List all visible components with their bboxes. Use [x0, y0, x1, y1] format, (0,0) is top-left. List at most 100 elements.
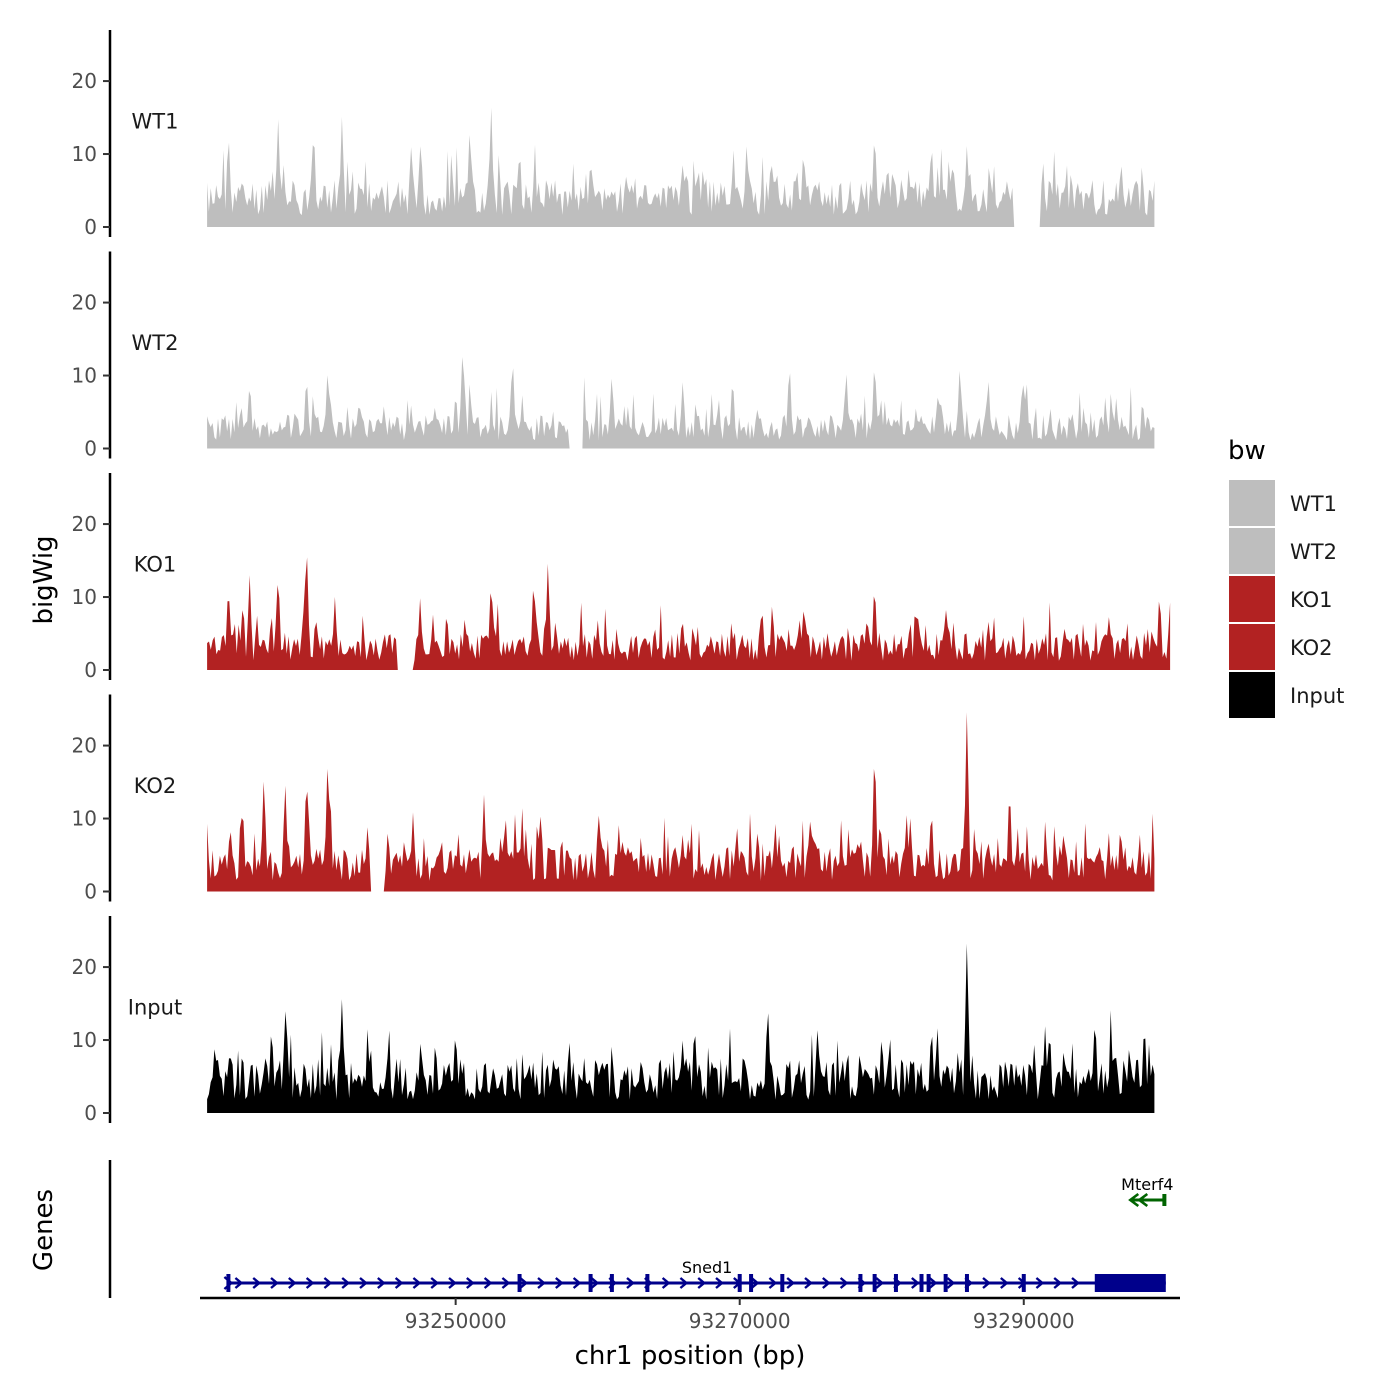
- strand-chevron: [590, 1277, 600, 1289]
- legend-swatch: [1229, 576, 1275, 622]
- gene-label: Sned1: [682, 1258, 732, 1277]
- coverage-area-wt1: [207, 107, 1155, 227]
- coverage-tracks: 0 10 20 WT1 0 10 20 WT2 0 10 20 KO1 0 10 20 KO2 0 10 20 Inp…: [72, 30, 1171, 1125]
- exon: [737, 1274, 742, 1292]
- y-tick-label: 10: [72, 142, 97, 166]
- coverage-area-wt2: [207, 357, 1155, 449]
- gene-label: Mterf4: [1121, 1175, 1173, 1194]
- y-tick-label: 20: [72, 291, 97, 315]
- strand-chevron: [626, 1277, 635, 1289]
- legend-label: WT2: [1290, 540, 1337, 564]
- strand-chevron: [555, 1277, 564, 1289]
- strand-chevron: [501, 1277, 511, 1289]
- strand-chevron: [982, 1277, 991, 1289]
- legend-label: Input: [1290, 684, 1344, 708]
- legend-label: WT1: [1290, 492, 1337, 516]
- strand-chevron: [928, 1277, 938, 1289]
- exon: [872, 1274, 877, 1292]
- strand-chevron: [1071, 1277, 1080, 1289]
- y-tick-label: 0: [84, 880, 97, 904]
- strand-chevron: [839, 1277, 849, 1289]
- legend-item-wt2: WT2: [1229, 528, 1337, 574]
- legend-swatch: [1229, 480, 1275, 526]
- x-axis-title: chr1 position (bp): [575, 1341, 806, 1371]
- y-axis-title: bigWig: [29, 535, 59, 624]
- strand-chevron: [323, 1277, 333, 1289]
- exon: [1162, 1194, 1167, 1206]
- strand-chevron: [394, 1277, 404, 1289]
- exon: [645, 1274, 650, 1292]
- legend-item-wt1: WT1: [1229, 480, 1337, 526]
- x-tick-label: 93270000: [689, 1309, 791, 1333]
- strand-chevron: [1000, 1277, 1009, 1289]
- strand-chevron: [466, 1277, 475, 1289]
- strand-chevron: [519, 1277, 529, 1289]
- legend-title: bw: [1228, 436, 1266, 466]
- track-wt1: 0 10 20 WT1: [72, 30, 1155, 239]
- y-tick-label: 20: [72, 512, 97, 536]
- legend-item-ko1: KO1: [1229, 576, 1333, 622]
- track-label: KO1: [134, 553, 177, 577]
- strand-chevron: [252, 1277, 262, 1289]
- legend-swatch: [1229, 624, 1275, 670]
- y-tick-label: 10: [72, 807, 97, 831]
- y-tick-label: 10: [72, 364, 97, 388]
- x-axis: 93250000 93270000 93290000: [200, 1296, 1180, 1333]
- strand-chevron: [750, 1277, 760, 1289]
- y-tick-label: 0: [84, 1101, 97, 1125]
- exon: [1021, 1274, 1026, 1292]
- legend-swatch: [1229, 672, 1275, 718]
- strand-chevron: [1053, 1277, 1063, 1289]
- strand-chevron: [822, 1277, 831, 1289]
- coverage-area-ko1: [207, 557, 1171, 670]
- y-tick-label: 20: [72, 734, 97, 758]
- coverage-area-ko2: [207, 712, 1155, 892]
- strand-chevron: [448, 1277, 457, 1289]
- strand-chevron: [661, 1277, 671, 1289]
- track-input: 0 10 20 Input: [72, 916, 1155, 1125]
- strand-chevron: [768, 1277, 778, 1289]
- exon: [780, 1274, 785, 1292]
- strand-chevron: [223, 1276, 234, 1290]
- exon-utr: [1094, 1274, 1166, 1292]
- strand-chevron: [572, 1277, 582, 1289]
- track-label: WT2: [132, 331, 179, 355]
- legend: bw WT1 WT2 KO1 KO2 Input: [1228, 436, 1344, 718]
- track-label: KO2: [134, 774, 177, 798]
- track-ko1: 0 10 20 KO1: [72, 473, 1171, 682]
- track-ko2: 0 10 20 KO2: [72, 694, 1155, 904]
- y-tick-label: 10: [72, 1028, 97, 1052]
- strand-chevron: [1137, 1192, 1149, 1208]
- strand-chevron: [270, 1277, 279, 1289]
- strand-chevron: [1035, 1277, 1045, 1289]
- y-tick-label: 0: [84, 437, 97, 461]
- legend-item-ko2: KO2: [1229, 624, 1333, 670]
- strand-chevron: [234, 1277, 244, 1289]
- gene-track-title: Genes: [29, 1189, 59, 1271]
- strand-chevron: [804, 1277, 813, 1289]
- y-tick-label: 20: [72, 69, 97, 93]
- legend-label: KO1: [1290, 588, 1333, 612]
- strand-chevron: [911, 1277, 920, 1289]
- track-label: Input: [128, 996, 182, 1020]
- strand-chevron: [412, 1277, 422, 1289]
- legend-label: KO2: [1290, 636, 1333, 660]
- exon: [609, 1274, 614, 1292]
- x-tick-label: 93290000: [973, 1309, 1075, 1333]
- exon: [919, 1274, 924, 1292]
- y-tick-label: 20: [72, 955, 97, 979]
- strand-chevron: [537, 1277, 546, 1289]
- strand-chevron: [697, 1277, 707, 1289]
- strand-chevron: [946, 1277, 956, 1289]
- legend-swatch: [1229, 528, 1275, 574]
- strand-chevron: [288, 1277, 297, 1289]
- gene-track: Sned1 Mterf4: [108, 1160, 1173, 1298]
- y-tick-label: 0: [84, 215, 97, 239]
- strand-chevron: [430, 1277, 440, 1289]
- strand-chevron: [875, 1277, 885, 1289]
- exon: [893, 1274, 898, 1292]
- strand-chevron: [341, 1277, 351, 1289]
- strand-chevron: [483, 1277, 493, 1289]
- legend-item-input: Input: [1229, 672, 1344, 718]
